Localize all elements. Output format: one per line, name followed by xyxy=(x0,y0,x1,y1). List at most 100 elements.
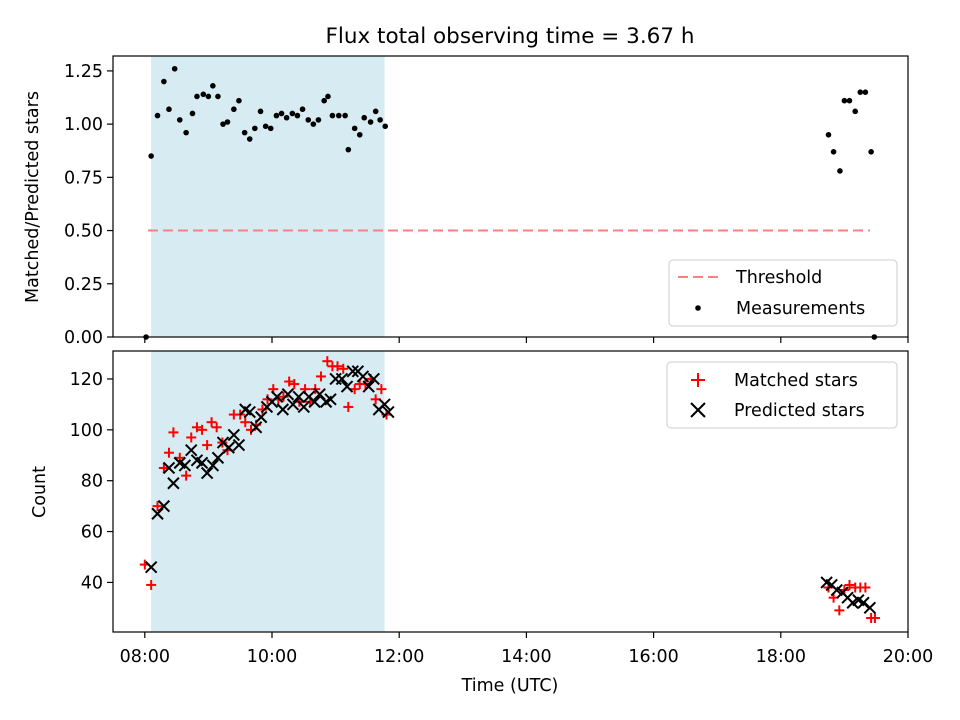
top-panel: 0.00 0.25 0.50 0.75 1.00 1.25 Matched/Predict… xyxy=(23,55,909,348)
bottom-ytick-label: 60 xyxy=(81,523,103,543)
measurement-point xyxy=(299,106,306,113)
predicted-point xyxy=(222,441,235,454)
measurement-point xyxy=(262,123,269,130)
measurement-point xyxy=(310,121,317,127)
predicted-point xyxy=(863,601,877,615)
measurement-point xyxy=(166,106,172,113)
measurement-point xyxy=(351,125,358,132)
predicted-point xyxy=(324,393,337,406)
bottom-legend-box xyxy=(666,361,898,429)
measurement-point xyxy=(852,108,859,115)
bottom-panel: 40 60 80 100 120 08:00 10:00 12:00 14:00 16:00 18… xyxy=(30,350,933,696)
measurement-point xyxy=(329,112,336,119)
matched-point xyxy=(332,361,343,372)
matched-point xyxy=(257,404,268,415)
matched-point xyxy=(343,401,354,412)
matched-point xyxy=(860,582,871,593)
predicted-point xyxy=(340,380,354,393)
predicted-point xyxy=(270,390,284,403)
matched-point xyxy=(376,384,387,395)
top-legend: Threshold Measurements xyxy=(668,259,898,327)
predicted-point xyxy=(292,390,305,403)
predicted-point xyxy=(249,421,263,434)
top-ytick-label: 0.50 xyxy=(64,222,103,242)
top-legend-box xyxy=(668,259,898,327)
measurement-point xyxy=(841,97,848,104)
xtick-label: 08:00 xyxy=(120,647,170,667)
measurement-point xyxy=(868,148,874,155)
predicted-point xyxy=(367,372,380,386)
measurement-point xyxy=(183,129,189,136)
top-yticks: 0.00 0.25 0.50 0.75 1.00 1.25 xyxy=(64,62,113,348)
top-axes-frame xyxy=(112,55,909,338)
matched-legend-label: Matched stars xyxy=(734,371,858,391)
predicted-point xyxy=(211,451,225,465)
predicted-point xyxy=(178,459,192,472)
measurement-point xyxy=(231,106,237,113)
chart-title: Flux total observing time = 3.67 h xyxy=(326,24,695,49)
bottom-ytick-label: 40 xyxy=(81,573,103,593)
bottom-yticks: 40 60 80 100 120 xyxy=(70,370,113,593)
measurement-point xyxy=(210,83,216,89)
top-shade xyxy=(151,56,385,337)
measurement-point xyxy=(342,112,348,119)
matched-point xyxy=(152,501,163,512)
measurement-point xyxy=(220,121,226,127)
bottom-ytick-label: 120 xyxy=(70,370,103,390)
matched-point xyxy=(158,462,169,473)
matched-point xyxy=(181,470,192,481)
xtick-label: 20:00 xyxy=(883,647,933,667)
measurement-point xyxy=(278,110,285,117)
measurement-point xyxy=(200,91,207,98)
measurement-point xyxy=(205,93,212,100)
measurement-point xyxy=(241,129,248,136)
measurement-point xyxy=(189,110,196,117)
predicted-point xyxy=(195,456,209,470)
matched-point xyxy=(289,379,300,390)
bottom-y-axis-label: Count xyxy=(30,466,50,518)
matched-point xyxy=(869,613,880,624)
matched-point xyxy=(186,432,197,443)
measurements-legend-swatch xyxy=(695,305,701,311)
measurement-point xyxy=(289,110,296,117)
measurement-point xyxy=(367,119,374,125)
top-ytick-label: 0.00 xyxy=(64,328,103,348)
measurement-point xyxy=(171,65,178,72)
measurement-point xyxy=(846,97,853,104)
measurement-point xyxy=(161,78,167,85)
predicted-point xyxy=(286,398,300,411)
xtick-label: 12:00 xyxy=(374,647,424,667)
predicted-point xyxy=(162,461,176,475)
measurement-point xyxy=(825,131,832,138)
xtick-label: 10:00 xyxy=(247,647,297,667)
measurements-series xyxy=(143,65,878,340)
measurement-point xyxy=(283,114,290,121)
matched-point xyxy=(284,376,295,387)
threshold-legend-label: Threshold xyxy=(735,268,822,288)
predicted-point xyxy=(243,405,256,419)
matched-point xyxy=(206,417,217,428)
matched-point xyxy=(338,363,349,374)
matched-point xyxy=(202,440,213,451)
xtick-label: 14:00 xyxy=(501,647,551,667)
top-ytick-label: 0.75 xyxy=(64,168,103,188)
measurement-point xyxy=(176,117,183,123)
bottom-xticks: 08:00 10:00 12:00 14:00 16:00 18:00 20:00 xyxy=(120,632,933,667)
predicted-point xyxy=(281,388,295,401)
measurement-point xyxy=(321,97,327,104)
predicted-point xyxy=(335,372,349,386)
predicted-point xyxy=(297,400,311,414)
bottom-axes-frame xyxy=(112,350,909,633)
matched-point xyxy=(349,384,360,395)
measurement-point xyxy=(246,136,253,142)
measurement-point xyxy=(830,148,837,155)
measurement-point xyxy=(862,89,869,95)
measurement-point xyxy=(857,89,864,95)
bottom-shade xyxy=(151,351,385,632)
measurement-point xyxy=(345,146,352,153)
measurement-point xyxy=(224,119,231,125)
measurement-point xyxy=(315,117,322,123)
measurement-point xyxy=(267,125,274,132)
predicted-point xyxy=(167,477,180,490)
